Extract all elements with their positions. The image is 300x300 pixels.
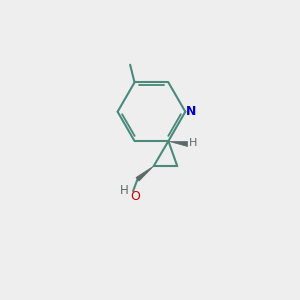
Text: H: H xyxy=(120,184,129,197)
Polygon shape xyxy=(136,166,154,181)
Text: O: O xyxy=(130,190,140,203)
Text: N: N xyxy=(185,105,196,118)
Polygon shape xyxy=(169,141,187,146)
Text: H: H xyxy=(189,138,197,148)
